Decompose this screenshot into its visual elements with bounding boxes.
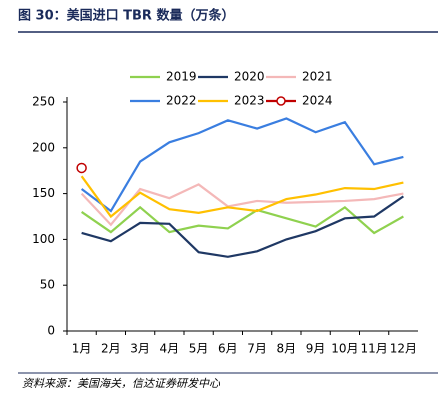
chart-title: 图 30：美国进口 TBR 数量（万条） [18, 8, 234, 24]
x-tick-label: 9月 [306, 342, 326, 356]
legend-label: 2022 [166, 94, 197, 108]
y-tick-label: 200 [32, 140, 55, 154]
series-line [80, 175, 404, 219]
x-tick-label: 10月 [331, 342, 358, 356]
y-tick-label: 50 [40, 278, 55, 292]
series-line [80, 183, 404, 227]
x-tick-label: 8月 [277, 342, 297, 356]
source: 资料来源：美国海关，信达证券研发中心 [22, 377, 221, 390]
x-tick-label: 2月 [101, 342, 121, 356]
legend-label: 2024 [302, 94, 333, 108]
series-line [80, 117, 404, 213]
x-tick-label: 3月 [130, 342, 150, 356]
x-tick-label: 6月 [218, 342, 238, 356]
legend-marker [276, 96, 286, 106]
series-line [81, 195, 404, 258]
y-tick-label: 250 [32, 95, 55, 109]
x-tick-label: 11月 [360, 342, 387, 356]
legend-label: 2021 [302, 70, 333, 84]
x-tick-label: 1月 [72, 342, 92, 356]
series-line [81, 205, 404, 235]
x-tick-label: 12月 [390, 342, 417, 356]
x-tick-label: 5月 [189, 342, 209, 356]
x-tick-label: 7月 [247, 342, 267, 356]
legend-label: 2020 [234, 70, 265, 84]
marker [76, 162, 87, 174]
y-tick-label: 150 [32, 186, 55, 200]
y-tick-label: 100 [32, 232, 55, 246]
legend-label: 2023 [234, 94, 265, 108]
legend-label: 2019 [166, 70, 197, 84]
y-tick-label: 0 [47, 324, 55, 338]
x-tick-label: 4月 [160, 342, 180, 356]
